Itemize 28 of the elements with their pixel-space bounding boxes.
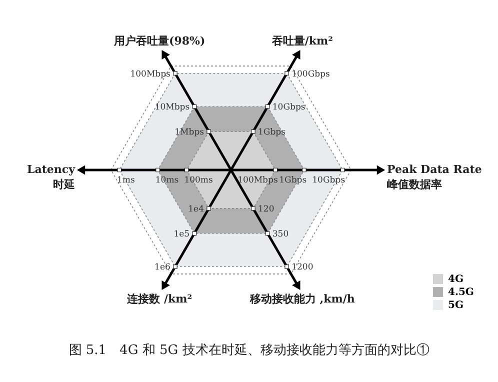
text: 350	[272, 229, 289, 240]
text: 1e5	[174, 229, 190, 240]
spoke-label: 吞吐量/km²	[270, 34, 334, 48]
legend-label: 4.5G	[448, 287, 474, 298]
spoke-label: 移动接收能力 ,km/h	[248, 292, 355, 306]
text: 10Gbps	[312, 176, 345, 186]
text: 1Mbps	[174, 128, 204, 138]
text: 10Mbps	[154, 102, 190, 113]
text: 1200	[292, 262, 314, 273]
spoke-label: 连接数 /km²	[126, 292, 192, 306]
text: 120	[258, 204, 274, 214]
text: 1e4	[188, 204, 204, 214]
text: 1ms	[117, 176, 135, 186]
legend-label: 4G	[448, 274, 464, 285]
text: 100ms	[184, 176, 213, 186]
text: 1Gbps	[279, 176, 307, 186]
spoke-label: Latency 时延	[26, 163, 76, 191]
spoke-label: 用户吞吐量(98%)	[113, 34, 206, 48]
text: 100Mbps	[238, 176, 278, 186]
text: 1e6	[154, 262, 170, 273]
text: 1Gbps	[258, 128, 286, 138]
text: 图 5.1 4G 和 5G 技术在时延、移动接收能力等方面的对比①	[68, 342, 430, 358]
legend-label: 5G	[448, 300, 464, 311]
text: 100Mbps	[130, 69, 170, 80]
spoke-label: Peak Data Rate 峰值数据率	[387, 163, 482, 191]
text: 10Gbps	[272, 102, 306, 113]
text: 10ms	[155, 176, 179, 186]
text: 100Gbps	[292, 69, 330, 80]
